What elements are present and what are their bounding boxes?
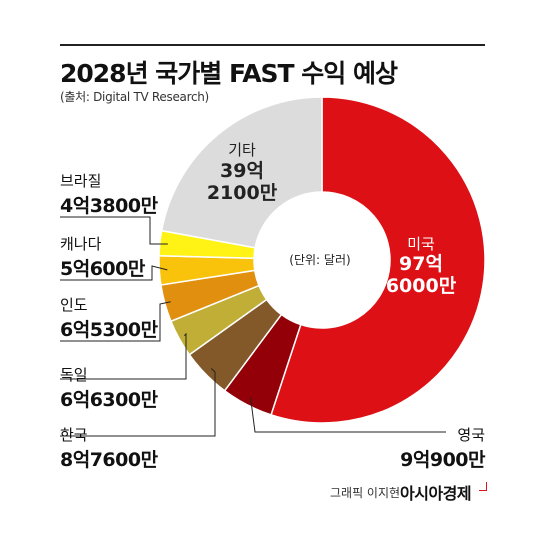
slice-label-name: 독일 — [60, 366, 88, 384]
slice-label-value: 39억 2100만 — [206, 160, 278, 204]
leader-line-uk — [250, 397, 446, 433]
donut-slice-7 — [160, 96, 323, 249]
leader-line-canada — [60, 265, 168, 281]
slice-label-value: 6억6300만 — [60, 389, 158, 411]
slice-label-name: 한국 — [60, 426, 88, 444]
slice-label-name: 영국 — [457, 426, 485, 444]
leader-line-germany — [60, 332, 187, 380]
slice-label-value: 97억 6000만 — [385, 253, 457, 297]
donut-slice-0 — [270, 96, 486, 424]
chart-title: 2028년 국가별 FAST 수익 예상 — [60, 59, 398, 88]
leader-line-brazil — [60, 216, 168, 245]
slice-label-name: 브라질 — [60, 172, 102, 190]
chart-source: (출처: Digital TV Research) — [60, 90, 209, 104]
slice-label-name: 인도 — [60, 296, 88, 314]
leader-line-korea — [60, 368, 216, 437]
slice-label-name: 기타 — [228, 141, 256, 159]
logo-mark-icon — [479, 482, 487, 491]
slice-label-value: 6억5300만 — [60, 319, 158, 341]
slice-label-name: 미국 — [407, 235, 435, 253]
slice-label-value: 4억3800만 — [60, 195, 158, 217]
publisher-logo: 아시아경제 — [400, 484, 472, 503]
center-unit-note: (단위: 달러) — [289, 253, 351, 267]
top-rule — [60, 44, 485, 46]
donut-slices — [158, 96, 486, 424]
graphic-credit: 그래픽 이지현 — [330, 486, 401, 500]
leader-line-india — [60, 301, 171, 342]
slice-label-value: 5억600만 — [60, 258, 145, 280]
slice-label-value: 8억7600만 — [60, 449, 158, 471]
leader-lines — [60, 216, 446, 437]
slice-label-value: 9억900만 — [400, 449, 485, 471]
slice-label-name: 캐나다 — [60, 235, 102, 253]
